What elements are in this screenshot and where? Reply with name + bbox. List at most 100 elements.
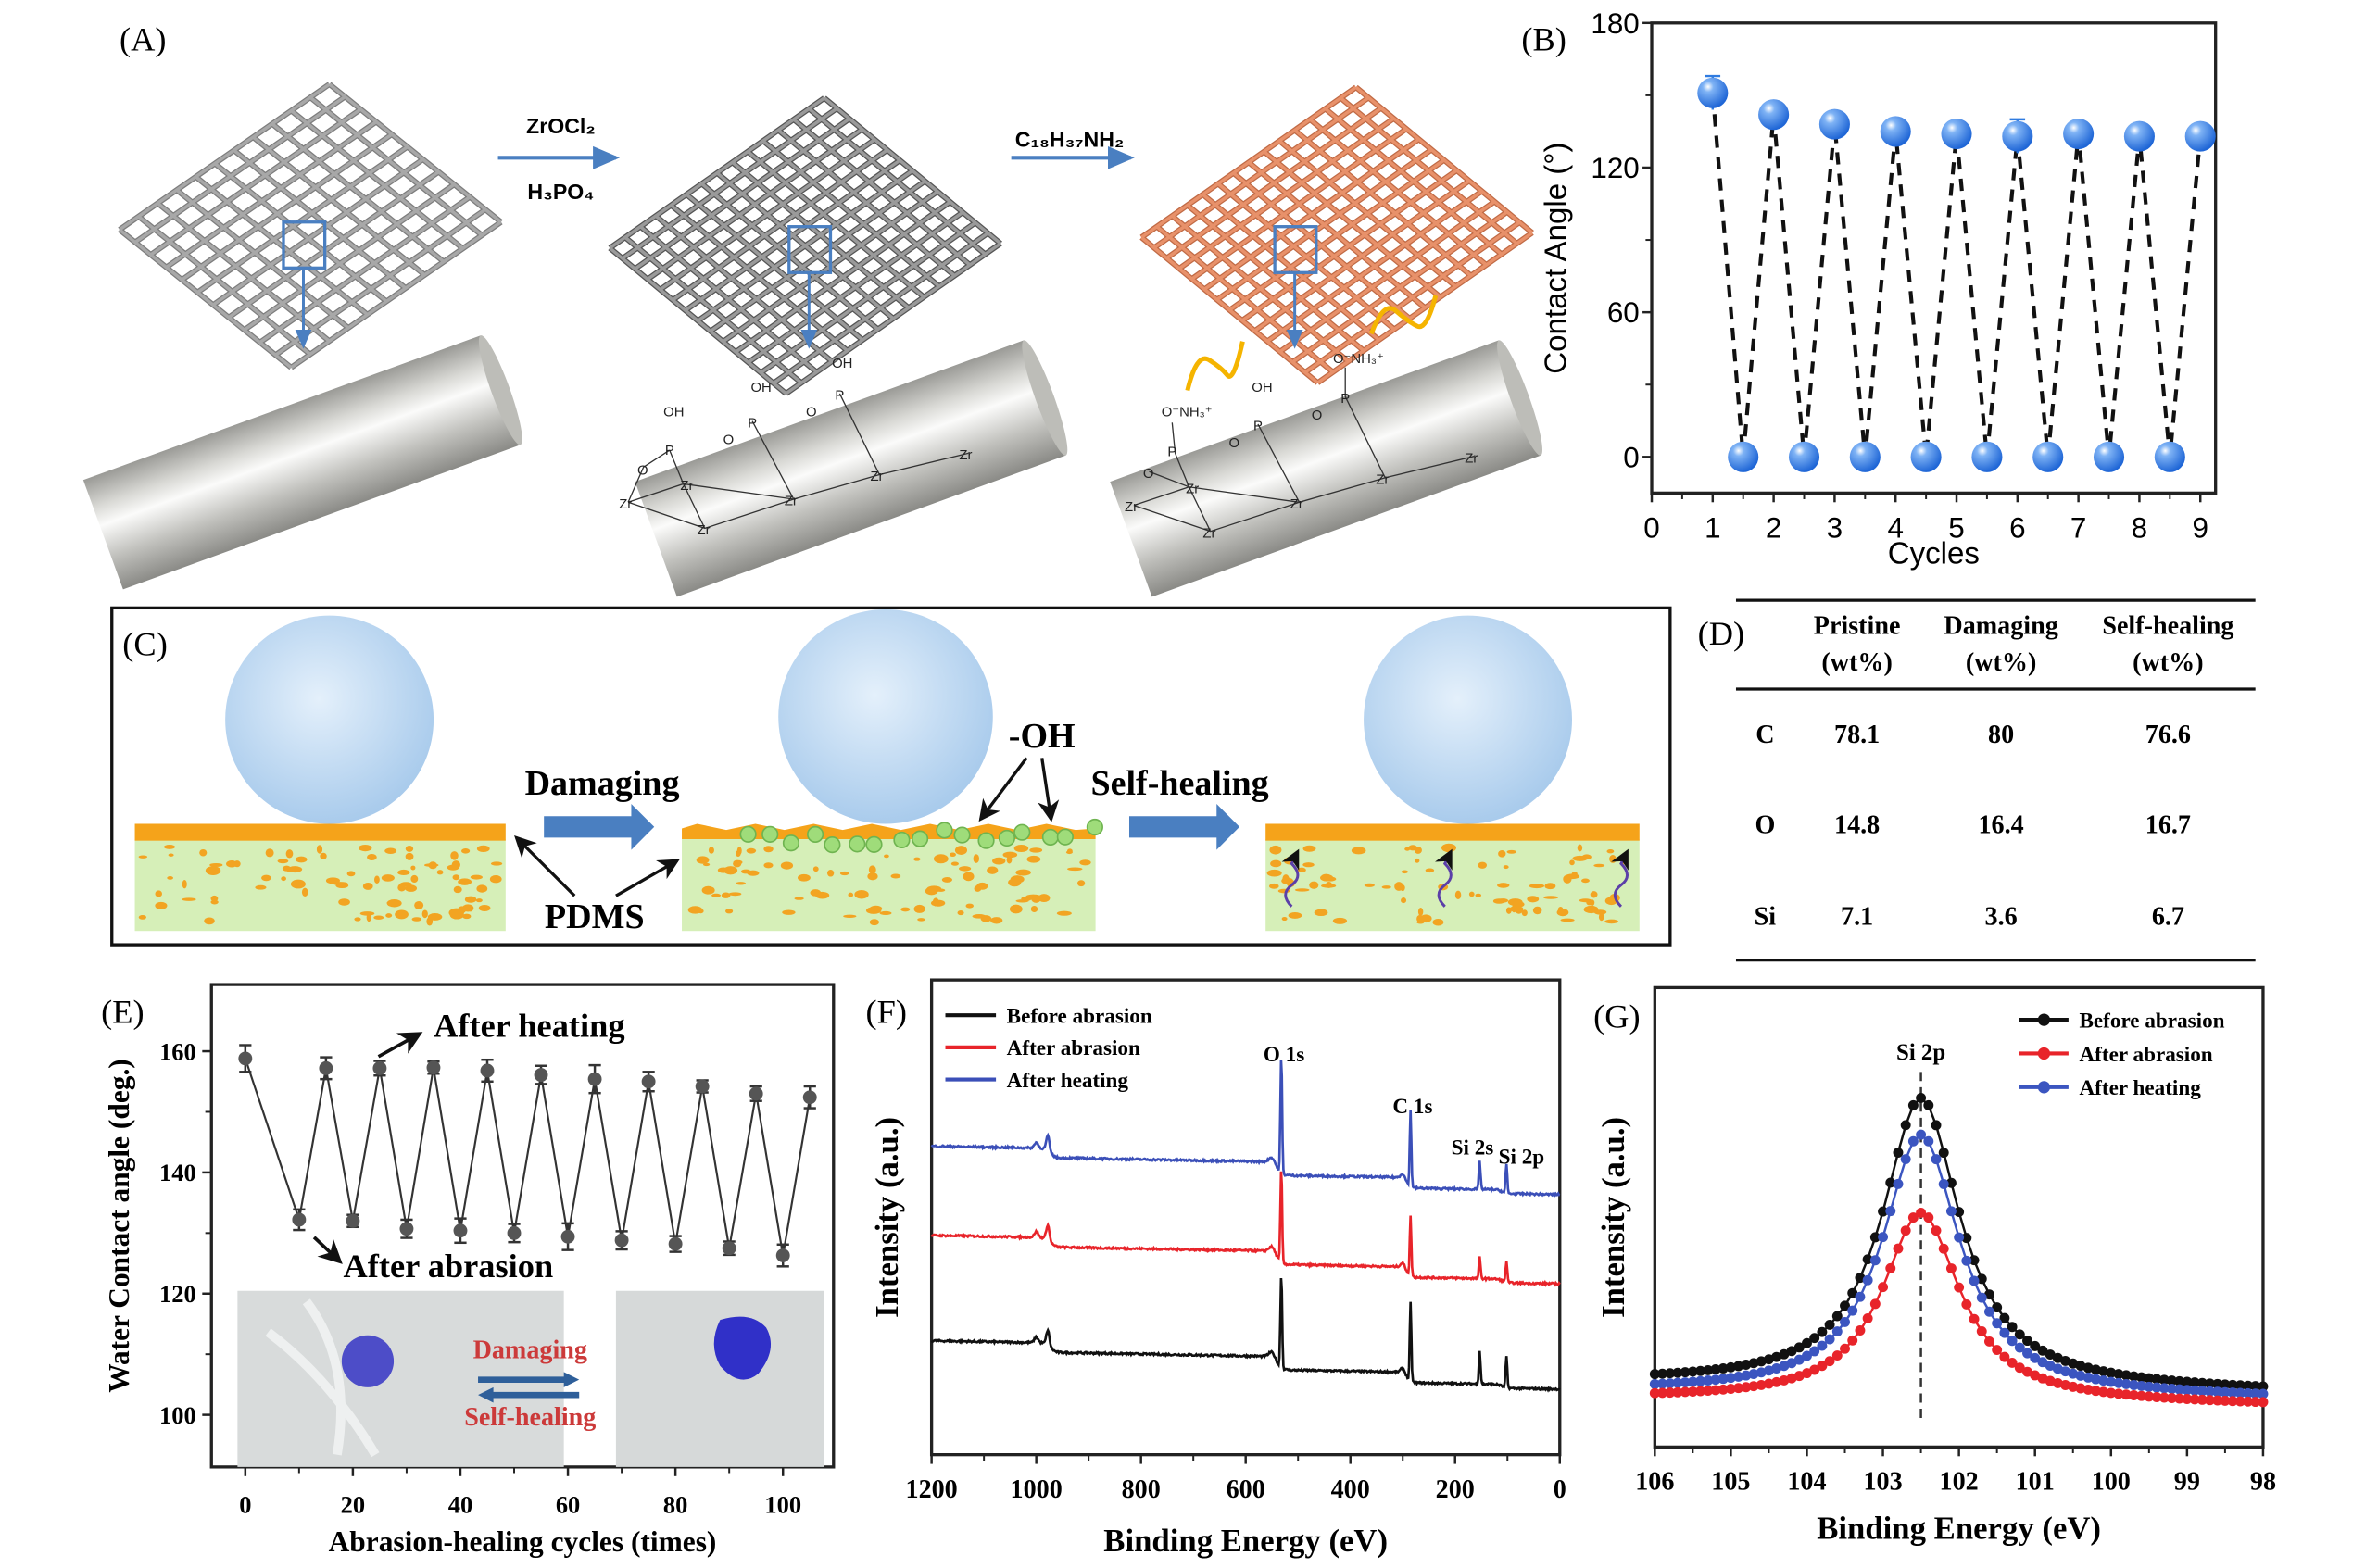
- filler-particle: [399, 882, 412, 887]
- data-point: [1900, 1120, 1911, 1131]
- data-point: [1840, 1343, 1850, 1354]
- mesh-wire: [698, 170, 912, 320]
- chain-migration-icon: [1611, 848, 1629, 908]
- series-line: [930, 1171, 1561, 1287]
- x-tick-label: 200: [1436, 1475, 1475, 1504]
- pdms-pointer: [514, 835, 576, 897]
- filler-particle: [932, 897, 939, 907]
- filler-particle: [1441, 843, 1457, 853]
- filler-particle: [687, 906, 703, 914]
- x-tick-label: 0: [1643, 511, 1659, 544]
- filler-particle: [1332, 917, 1348, 924]
- filler-particle: [286, 869, 292, 872]
- data-point: [2128, 1371, 2139, 1382]
- filler-particle: [261, 874, 271, 882]
- data-point: [1916, 1129, 1927, 1140]
- annotation-after-heating: After heating: [434, 1007, 624, 1044]
- y-tick-label: 120: [159, 1280, 196, 1308]
- data-point: [2136, 1372, 2147, 1383]
- filler-particle: [1079, 859, 1091, 866]
- filler-particle: [1503, 865, 1509, 870]
- filler-particle: [980, 915, 992, 922]
- filler-particle: [381, 874, 395, 882]
- mesh-wire: [234, 150, 406, 288]
- filler-particle: [1288, 912, 1302, 919]
- data-point: [2068, 1358, 2079, 1369]
- filler-particle: [1030, 906, 1038, 913]
- photo-texture: [265, 1298, 380, 1458]
- filler-particle: [424, 863, 439, 867]
- data-point: [2227, 1379, 2238, 1390]
- data-point: [292, 1212, 307, 1227]
- zrp-fiber-cylinder: [635, 340, 1068, 597]
- data-point: [2243, 1380, 2253, 1391]
- filler-particle: [290, 879, 306, 889]
- data-point: [534, 1068, 548, 1083]
- data-point: [2151, 1382, 2162, 1393]
- hydroxyl-label: -OH: [1009, 717, 1076, 756]
- filler-particle: [957, 910, 964, 916]
- reagent-zrocl2: ZrOCl₂: [526, 114, 596, 138]
- column-header-unit: (wt%): [1821, 648, 1893, 677]
- data-point: [1741, 1370, 1752, 1381]
- filler-particle: [1604, 919, 1619, 924]
- data-point: [1710, 1385, 1721, 1396]
- data-point: [802, 1090, 817, 1105]
- hydroxyl-group-icon: [849, 835, 866, 853]
- table-cell: 16.7: [2145, 810, 2191, 839]
- data-point: [1717, 1374, 1729, 1385]
- filler-particle: [367, 853, 377, 860]
- data-point: [1847, 1305, 1858, 1316]
- mesh-wire: [1340, 98, 1516, 244]
- data-point: [2196, 1377, 2208, 1388]
- data-point: [587, 1072, 602, 1086]
- data-point: [2007, 1357, 2018, 1368]
- chem-zr: Zr: [619, 497, 632, 512]
- mesh-wire: [195, 177, 367, 315]
- x-tick-label: 9: [2192, 511, 2208, 544]
- filler-particle: [949, 852, 956, 857]
- data-point: [2196, 1394, 2208, 1405]
- filler-particle: [925, 886, 938, 896]
- filler-particle: [1270, 859, 1282, 868]
- hydroxyl-group-icon: [893, 831, 911, 849]
- data-point: [1703, 1364, 1714, 1375]
- filler-particle: [702, 862, 711, 867]
- mesh-wire: [1326, 108, 1502, 254]
- series-line: [930, 1060, 1561, 1198]
- data-point: [2082, 1384, 2094, 1395]
- data-point: [1763, 1365, 1774, 1376]
- mesh-wire: [778, 131, 954, 276]
- mesh-wire: [197, 147, 408, 293]
- data-point: [1931, 1120, 1942, 1131]
- hydroxyl-group-icon: [1056, 828, 1074, 846]
- mesh-wire: [229, 172, 439, 318]
- data-point: [1900, 1154, 1911, 1165]
- filler-particle: [1029, 847, 1043, 853]
- filler-particle: [405, 852, 414, 860]
- y-tick-label: 120: [1591, 152, 1639, 184]
- filler-particle: [973, 854, 980, 863]
- data-point: [1802, 1350, 1812, 1361]
- panel-b-contact-angle-chart: (B) 0 1 2 3 4 5 6 7 8 9 0 60 120 180 Cycles Contact Ang…: [1521, 7, 2218, 571]
- filler-particle: [1002, 851, 1018, 859]
- x-tick-label: 20: [341, 1490, 365, 1518]
- data-point: [2120, 1378, 2132, 1389]
- filler-particle: [763, 846, 774, 853]
- filler-particle: [374, 875, 380, 884]
- data-point: [2234, 1380, 2246, 1391]
- table-cell: 16.4: [1979, 810, 2024, 839]
- data-point: [1748, 1381, 1759, 1392]
- y-axis-label: Intensity (a.u.): [869, 1117, 905, 1318]
- y-tick-label: 140: [159, 1159, 196, 1186]
- mesh-wire: [253, 137, 424, 275]
- filler-particle: [900, 907, 911, 912]
- data-point: [2258, 1397, 2269, 1408]
- x-tick-label: 60: [556, 1490, 580, 1518]
- wire-mesh-2: [610, 98, 1000, 394]
- data-point: [2250, 1381, 2261, 1392]
- filler-particle: [447, 864, 459, 871]
- data-point: [319, 1060, 333, 1075]
- hydroxyl-pointer: [1038, 758, 1060, 822]
- data-point: [2037, 1373, 2048, 1384]
